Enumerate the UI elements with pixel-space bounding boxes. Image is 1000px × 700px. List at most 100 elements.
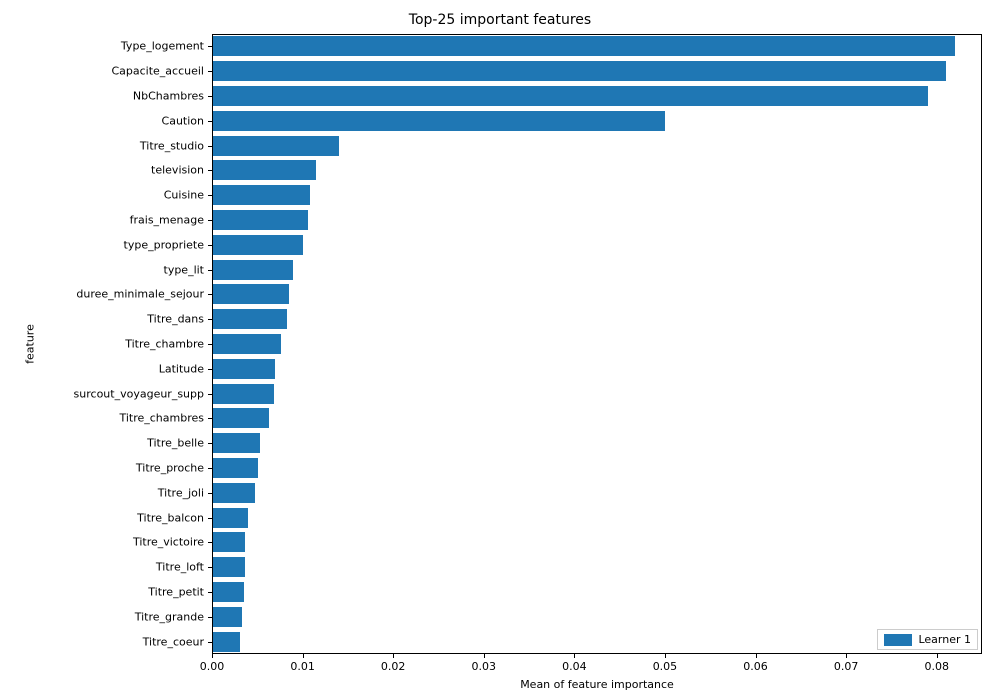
y-tick-mark: [208, 71, 212, 72]
y-tick-mark: [208, 319, 212, 320]
y-tick-label: type_lit: [164, 263, 205, 276]
y-tick-mark: [208, 443, 212, 444]
bar: [212, 136, 339, 156]
y-tick-label: Cuisine: [164, 189, 204, 202]
y-tick-mark: [208, 493, 212, 494]
bar: [212, 235, 303, 255]
x-tick-mark: [937, 654, 938, 658]
x-tick-mark: [846, 654, 847, 658]
bar: [212, 284, 289, 304]
y-tick-label: frais_menage: [130, 214, 204, 227]
y-axis-label: feature: [24, 324, 37, 364]
x-tick-mark: [574, 654, 575, 658]
y-tick-mark: [208, 170, 212, 171]
y-tick-mark: [208, 468, 212, 469]
x-tick-label: 0.03: [472, 660, 497, 673]
y-tick-label: Titre_grande: [135, 610, 204, 623]
x-tick-label: 0.04: [562, 660, 587, 673]
bar: [212, 508, 248, 528]
bar: [212, 582, 244, 602]
bar: [212, 632, 240, 652]
y-tick-label: Titre_petit: [148, 586, 204, 599]
x-tick-label: 0.06: [743, 660, 768, 673]
x-tick-label: 0.01: [290, 660, 315, 673]
legend-label: Learner 1: [918, 633, 971, 646]
y-tick-mark: [208, 542, 212, 543]
y-tick-label: Titre_dans: [147, 313, 204, 326]
x-tick-label: 0.05: [653, 660, 678, 673]
y-tick-label: Titre_coeur: [143, 635, 204, 648]
y-tick-mark: [208, 518, 212, 519]
y-tick-label: Titre_studio: [140, 139, 204, 152]
x-tick-label: 0.00: [200, 660, 225, 673]
bar: [212, 86, 928, 106]
legend-entry: Learner 1: [884, 633, 971, 646]
x-tick-mark: [484, 654, 485, 658]
y-tick-mark: [208, 195, 212, 196]
y-tick-label: Capacite_accueil: [111, 65, 204, 78]
y-tick-label: Titre_joli: [158, 486, 204, 499]
y-tick-mark: [208, 592, 212, 593]
bar: [212, 483, 255, 503]
y-tick-mark: [208, 369, 212, 370]
y-tick-label: Titre_chambres: [119, 412, 204, 425]
y-tick-mark: [208, 294, 212, 295]
bar: [212, 210, 308, 230]
bar: [212, 458, 258, 478]
bar: [212, 557, 245, 577]
y-tick-mark: [208, 344, 212, 345]
y-tick-mark: [208, 46, 212, 47]
y-tick-mark: [208, 567, 212, 568]
y-tick-label: NbChambres: [133, 90, 204, 103]
figure: Top-25 important features Learner 1 0.00…: [0, 0, 1000, 700]
y-tick-mark: [208, 146, 212, 147]
x-tick-mark: [212, 654, 213, 658]
bar: [212, 260, 293, 280]
bar: [212, 532, 245, 552]
bar: [212, 61, 946, 81]
x-tick-label: 0.02: [381, 660, 406, 673]
x-tick-mark: [756, 654, 757, 658]
bar: [212, 359, 275, 379]
bar: [212, 334, 281, 354]
y-tick-mark: [208, 418, 212, 419]
x-tick-mark: [393, 654, 394, 658]
y-tick-mark: [208, 617, 212, 618]
y-tick-label: Type_logement: [121, 40, 204, 53]
bars-container: [212, 34, 982, 654]
y-tick-label: surcout_voyageur_supp: [74, 387, 204, 400]
x-tick-label: 0.07: [834, 660, 859, 673]
bar: [212, 309, 287, 329]
legend: Learner 1: [877, 629, 978, 650]
y-tick-label: Titre_belle: [147, 437, 204, 450]
y-tick-mark: [208, 245, 212, 246]
y-tick-label: Titre_balcon: [137, 511, 204, 524]
y-tick-mark: [208, 642, 212, 643]
bar: [212, 607, 242, 627]
y-tick-mark: [208, 220, 212, 221]
y-tick-mark: [208, 96, 212, 97]
y-tick-label: Titre_loft: [156, 561, 204, 574]
y-tick-label: television: [151, 164, 204, 177]
bar: [212, 408, 269, 428]
x-tick-label: 0.08: [924, 660, 949, 673]
y-tick-label: Latitude: [159, 362, 204, 375]
bar: [212, 111, 665, 131]
y-tick-label: Titre_chambre: [125, 338, 204, 351]
bar: [212, 160, 316, 180]
y-tick-mark: [208, 270, 212, 271]
y-tick-label: Caution: [162, 114, 204, 127]
bar: [212, 36, 955, 56]
y-tick-label: Titre_victoire: [133, 536, 204, 549]
bar: [212, 185, 310, 205]
y-tick-label: type_propriete: [124, 238, 204, 251]
x-tick-mark: [303, 654, 304, 658]
y-tick-label: Titre_proche: [136, 462, 204, 475]
x-axis-label: Mean of feature importance: [212, 678, 982, 691]
chart-axes: Learner 1 0.000.010.020.030.040.050.060.…: [212, 34, 982, 654]
legend-swatch: [884, 634, 912, 646]
y-tick-mark: [208, 121, 212, 122]
y-tick-label: duree_minimale_sejour: [76, 288, 204, 301]
y-tick-mark: [208, 394, 212, 395]
chart-title: Top-25 important features: [0, 12, 1000, 28]
